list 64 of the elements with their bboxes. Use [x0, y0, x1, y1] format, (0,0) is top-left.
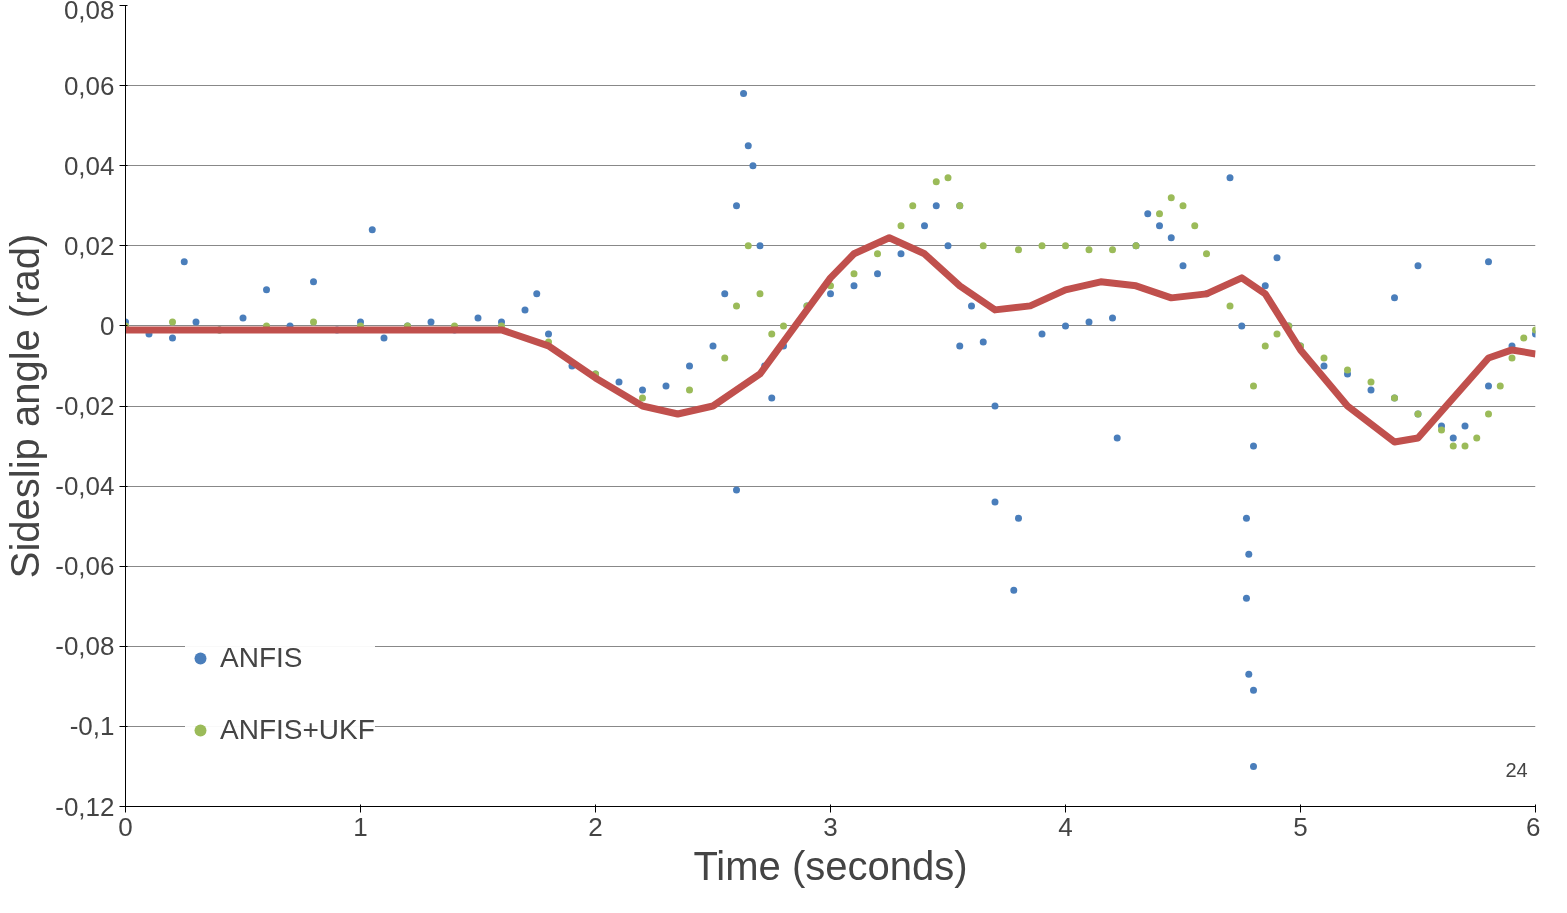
point — [874, 250, 881, 258]
y-tick-label: 0 — [100, 310, 115, 341]
y-tick-label: -0,12 — [55, 791, 115, 822]
point — [744, 242, 752, 250]
point — [1226, 302, 1234, 310]
point — [721, 354, 729, 362]
point — [733, 302, 740, 310]
point — [1367, 378, 1375, 386]
y-axis-title: Sideslip angle (rad) — [3, 233, 48, 579]
point — [1015, 246, 1022, 254]
point — [1156, 210, 1163, 218]
point — [169, 318, 176, 326]
legend-label: ANFIS+UKF — [220, 714, 375, 746]
point — [1250, 382, 1257, 390]
point — [756, 290, 764, 298]
point — [1085, 246, 1093, 254]
y-tick-label: 0,04 — [63, 150, 115, 181]
x-tick-label: 1 — [353, 811, 368, 842]
point — [1179, 202, 1187, 210]
legend-label: ANFIS — [220, 642, 303, 674]
point — [850, 270, 858, 278]
point — [1062, 242, 1069, 250]
point — [686, 386, 693, 394]
annotation: 24 — [1505, 758, 1528, 781]
point — [768, 330, 776, 338]
point — [1485, 410, 1492, 418]
point — [1344, 366, 1351, 374]
point — [780, 322, 787, 330]
point — [897, 222, 905, 230]
x-tick-label: 5 — [1293, 811, 1308, 842]
point — [944, 174, 952, 182]
point — [1520, 334, 1528, 342]
x-tick-label: 6 — [1526, 811, 1541, 842]
point — [1203, 250, 1210, 258]
point — [1461, 442, 1469, 450]
point — [1038, 242, 1046, 250]
point — [1167, 194, 1175, 202]
point — [1320, 354, 1328, 362]
y-tick-label: 0,08 — [63, 0, 115, 25]
x-axis-title: Time (seconds) — [693, 843, 968, 888]
point — [1438, 426, 1445, 434]
y-tick-label: -0,08 — [55, 631, 115, 662]
y-tick-label: 0,02 — [63, 230, 115, 261]
point — [979, 242, 987, 250]
y-tick-label: -0,06 — [55, 551, 115, 582]
point — [932, 178, 940, 186]
point — [1261, 342, 1269, 350]
y-tick-label: 0,06 — [63, 70, 115, 101]
x-tick-label: 2 — [588, 811, 603, 842]
point — [639, 394, 646, 402]
x-tick-label: 4 — [1058, 811, 1073, 842]
point — [1273, 330, 1281, 338]
point — [310, 318, 317, 326]
y-tick-label: -0,1 — [69, 711, 115, 742]
point — [1508, 354, 1516, 362]
point — [1109, 246, 1116, 254]
x-tick-label: 3 — [823, 811, 838, 842]
point — [1191, 222, 1199, 230]
y-tick-label: -0,02 — [55, 391, 115, 421]
y-tick-label: -0,04 — [55, 471, 115, 502]
point — [1496, 382, 1504, 390]
point — [1449, 442, 1457, 450]
point — [909, 202, 917, 210]
point — [1473, 434, 1481, 442]
